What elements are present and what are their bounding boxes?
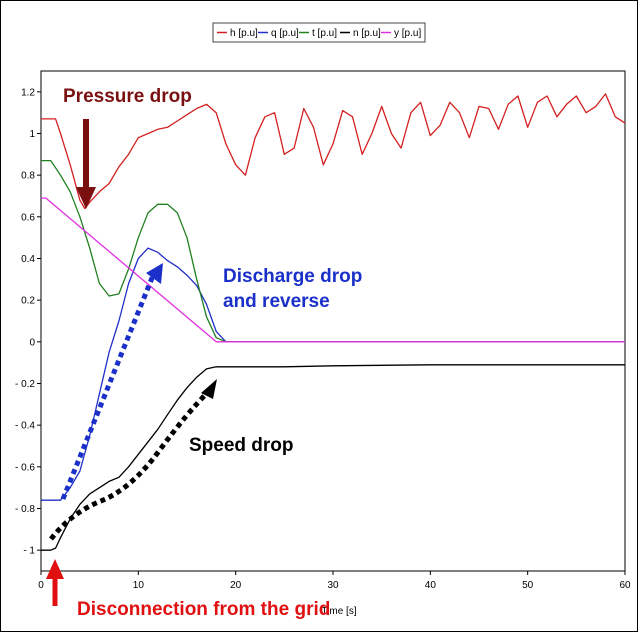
legend-entry: t [p.u] bbox=[312, 28, 337, 39]
series-line-y bbox=[41, 197, 625, 343]
y-tick-label: 0.8 bbox=[21, 171, 35, 182]
y-tick-label: 1 bbox=[29, 129, 35, 140]
y-tick-label: 0.6 bbox=[21, 212, 35, 223]
y-tick-label: - 0.6 bbox=[15, 462, 35, 473]
y-tick-label: - 0.4 bbox=[15, 421, 35, 432]
plot-area bbox=[40, 70, 626, 572]
speed-arrow-head bbox=[201, 379, 217, 399]
y-tick-label: 0.2 bbox=[21, 296, 35, 307]
annotation-text: and reverse bbox=[223, 291, 330, 312]
y-tick-label: 0 bbox=[29, 337, 35, 348]
x-axis-label: Time [s] bbox=[321, 606, 356, 617]
legend-entry: h [p.u] bbox=[230, 28, 258, 39]
x-tick-label: 30 bbox=[327, 580, 339, 591]
x-tick-label: 20 bbox=[230, 580, 242, 591]
annotation-text: Discharge drop bbox=[223, 266, 362, 287]
y-tick-label: - 0.8 bbox=[15, 504, 35, 515]
x-tick-label: 0 bbox=[38, 580, 44, 591]
legend-entry: n [p.u] bbox=[353, 28, 381, 39]
legend-box bbox=[212, 22, 426, 43]
y-tick-label: - 0.2 bbox=[15, 379, 35, 390]
x-tick-label: 60 bbox=[619, 580, 631, 591]
y-tick-label: 1.2 bbox=[21, 87, 35, 98]
annotation-text: Pressure drop bbox=[63, 86, 192, 107]
x-tick-label: 40 bbox=[425, 580, 437, 591]
legend-entry: q [p.u] bbox=[271, 28, 299, 39]
disconnection-arrow-head bbox=[46, 559, 64, 579]
annotation-text: Speed drop bbox=[189, 435, 294, 456]
series-lines bbox=[41, 93, 626, 551]
legend-entry: y [p.u] bbox=[394, 28, 421, 39]
legend: h [p.u] q [p.u] t [p.u] n [p.u] y [p.u] bbox=[212, 22, 426, 43]
series-line-h bbox=[41, 93, 626, 210]
annotations: Pressure drop Discharge drop and reverse Sp… bbox=[63, 86, 362, 620]
speed-arrow-shaft bbox=[49, 389, 211, 541]
series-line-n bbox=[41, 364, 625, 551]
x-tick-label: 10 bbox=[133, 580, 145, 591]
annotation-arrows bbox=[46, 119, 217, 606]
y-tick-label: 0.4 bbox=[21, 254, 35, 265]
discharge-arrow-head bbox=[146, 263, 163, 284]
pressure-arrow-head bbox=[76, 187, 96, 209]
axis-ticks: 1.2 1 0.8 0.6 0.4 0.2 0 - 0.2 - 0.4 - 0.6 - 0.8 - 1… bbox=[15, 87, 631, 591]
y-tick-label: - 1 bbox=[23, 546, 35, 557]
x-tick-label: 50 bbox=[522, 580, 534, 591]
annotation-text: Disconnection from the grid bbox=[77, 599, 330, 620]
discharge-arrow-shaft bbox=[60, 272, 157, 500]
